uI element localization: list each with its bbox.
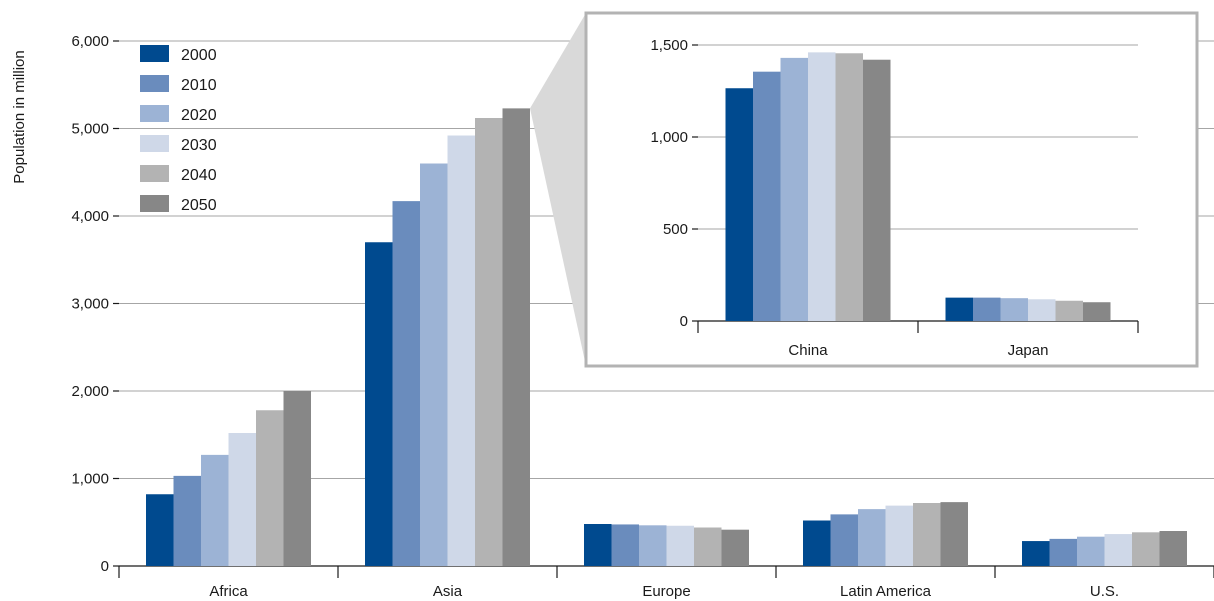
main-labels: 0 1,000 2,000 3,000 4,000 5,000 6,000 Africa Asi… — [71, 33, 1119, 600]
bar — [725, 88, 753, 322]
bar — [858, 509, 886, 566]
bar — [228, 433, 256, 566]
y-tick-label: 1,000 — [71, 471, 109, 488]
bar — [913, 503, 941, 566]
main-bars — [146, 108, 1187, 566]
bar — [447, 135, 475, 566]
y-tick-label: 1,000 — [650, 129, 688, 146]
category-label: Asia — [433, 583, 463, 600]
bar — [753, 71, 781, 322]
bar — [803, 520, 831, 566]
bar — [1083, 302, 1111, 321]
bar — [945, 297, 973, 321]
y-tick-label: 4,000 — [71, 208, 109, 225]
legend-label: 2000 — [181, 47, 217, 64]
inset-labels: 0 500 1,000 1,500 China Japan — [650, 37, 1048, 359]
y-tick-label: 500 — [663, 221, 688, 238]
bar — [475, 118, 503, 566]
legend: 2000 2010 2020 2030 2040 2050 — [140, 45, 217, 214]
legend-swatch — [140, 165, 169, 182]
bar — [392, 201, 420, 566]
bar — [973, 297, 1001, 321]
bar — [1159, 531, 1187, 566]
bar — [1077, 536, 1105, 566]
bar — [1104, 534, 1132, 566]
y-axis-title: Population in million — [11, 50, 28, 183]
legend-label: 2020 — [181, 107, 217, 124]
legend-swatch — [140, 135, 169, 152]
bar — [1022, 541, 1050, 566]
y-tick-label: 0 — [101, 558, 109, 575]
bar — [1132, 532, 1160, 566]
legend-label: 2030 — [181, 137, 217, 154]
y-tick-label: 1,500 — [650, 37, 688, 54]
bar — [835, 53, 863, 321]
legend-swatch — [140, 195, 169, 212]
bar — [173, 475, 201, 566]
bar — [666, 525, 694, 566]
bar — [1000, 298, 1028, 321]
y-tick-label: 2,000 — [71, 383, 109, 400]
bar — [780, 57, 808, 321]
bar — [940, 502, 968, 566]
bar — [256, 410, 284, 566]
category-label: Latin America — [840, 583, 932, 600]
bar — [201, 454, 229, 566]
legend-label: 2040 — [181, 167, 217, 184]
bar — [1049, 538, 1077, 566]
bar — [863, 59, 891, 321]
y-tick-label: 0 — [680, 313, 688, 330]
category-label: Japan — [1008, 342, 1049, 359]
bar — [611, 524, 639, 566]
y-tick-label: 5,000 — [71, 121, 109, 138]
zoom-connector — [530, 13, 586, 366]
bar — [365, 242, 393, 566]
bar — [721, 529, 749, 566]
bar — [420, 163, 448, 566]
bar — [283, 391, 311, 566]
bar — [639, 525, 667, 566]
bar — [808, 52, 836, 322]
legend-swatch — [140, 75, 169, 92]
y-tick-label: 3,000 — [71, 296, 109, 313]
category-label: Europe — [642, 583, 690, 600]
inset-bars — [725, 52, 1111, 322]
bar — [1028, 299, 1056, 321]
legend-label: 2010 — [181, 77, 217, 94]
legend-swatch — [140, 105, 169, 122]
legend-label: 2050 — [181, 197, 217, 214]
bar — [830, 514, 858, 566]
category-label: China — [788, 342, 828, 359]
category-label: Africa — [209, 583, 248, 600]
bar — [502, 108, 530, 566]
legend-swatch — [140, 45, 169, 62]
y-tick-label: 6,000 — [71, 33, 109, 50]
category-label: U.S. — [1090, 583, 1119, 600]
bar — [694, 527, 722, 566]
bar — [146, 494, 174, 566]
bar — [1055, 300, 1083, 321]
bar — [584, 524, 612, 566]
bar — [885, 505, 913, 566]
